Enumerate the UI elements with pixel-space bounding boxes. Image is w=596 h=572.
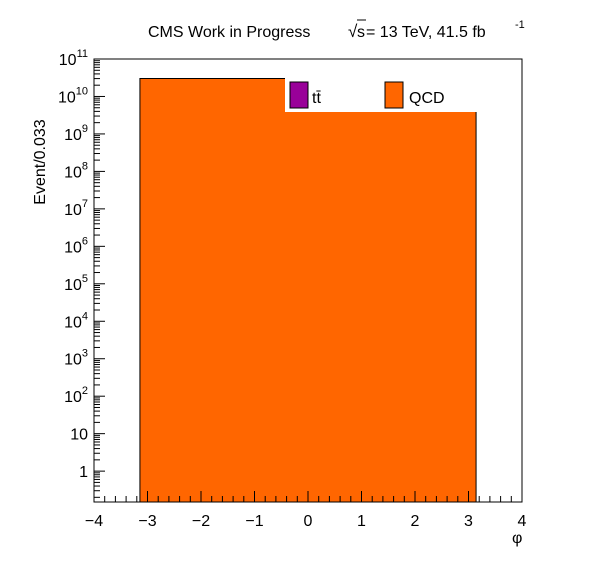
histogram-fill-qcd bbox=[139, 78, 477, 502]
x-tick-label: 0 bbox=[304, 513, 313, 530]
y-tick-label: 1011 bbox=[59, 48, 88, 69]
x-axis: −4 −3 −2 −1 0 1 2 3 4 bbox=[85, 491, 527, 530]
y-axis-title: Event/0.033 bbox=[32, 119, 49, 205]
x-tick-label: 1 bbox=[357, 513, 366, 530]
histogram-bars bbox=[139, 77, 477, 502]
y-axis: 1 10 102 103 104 105 106 107 108 109 1010 1011 bbox=[58, 48, 105, 498]
energy-luminosity: = 13 TeV, 41.5 fb bbox=[366, 24, 486, 41]
y-tick-label: 108 bbox=[64, 160, 88, 181]
x-tick-label: 3 bbox=[464, 513, 473, 530]
luminosity-exponent: -1 bbox=[515, 19, 525, 31]
x-tick-label: −4 bbox=[85, 513, 103, 530]
sqrt-symbol: √ bbox=[348, 22, 358, 41]
legend-label-qcd: QCD bbox=[409, 90, 445, 107]
legend: tt̄ QCD bbox=[285, 75, 522, 112]
x-tick-label: −3 bbox=[138, 513, 156, 530]
x-tick-label: 2 bbox=[411, 513, 420, 530]
x-tick-label: −2 bbox=[192, 513, 210, 530]
y-tick-label: 1 bbox=[79, 464, 88, 481]
y-tick-label: 103 bbox=[64, 348, 88, 369]
energy-variable: s bbox=[357, 24, 365, 41]
x-tick-label: −1 bbox=[245, 513, 263, 530]
y-tick-label: 109 bbox=[64, 123, 88, 144]
x-axis-title: φ bbox=[512, 530, 522, 547]
legend-swatch-qcd bbox=[384, 81, 404, 109]
legend-swatch-ttbar bbox=[289, 81, 309, 109]
y-tick-label: 106 bbox=[64, 235, 88, 256]
y-tick-label: 10 bbox=[70, 427, 88, 444]
experiment-label: CMS Work in Progress bbox=[148, 24, 310, 41]
y-tick-label: 1010 bbox=[58, 85, 88, 106]
y-tick-label: 102 bbox=[64, 385, 88, 406]
y-tick-label: 105 bbox=[64, 273, 88, 294]
y-tick-label: 107 bbox=[64, 198, 88, 219]
legend-label-ttbar: tt̄ bbox=[312, 90, 321, 107]
x-tick-label: 4 bbox=[518, 513, 527, 530]
y-tick-label: 104 bbox=[64, 310, 88, 331]
